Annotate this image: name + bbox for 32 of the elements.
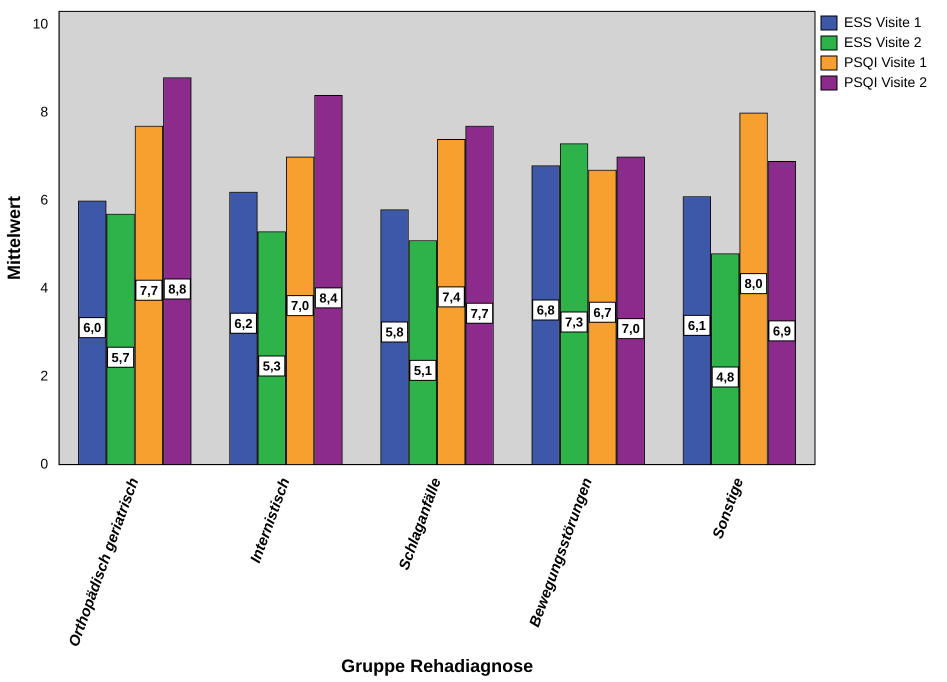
data-label: 8,4 [319, 290, 338, 306]
data-label: 6,0 [83, 320, 102, 336]
data-label: 7,0 [622, 321, 640, 336]
data-label: 6,2 [234, 316, 252, 331]
y-tick-label: 4 [40, 279, 48, 296]
legend-label: ESS Visite 1 [844, 14, 922, 30]
x-axis-title: Gruppe Rehadiagnose [341, 656, 534, 676]
data-label: 5,1 [414, 363, 432, 378]
data-label: 6,8 [536, 302, 555, 318]
data-label: 8,8 [168, 282, 186, 297]
data-label: 5,3 [262, 358, 281, 374]
legend-label: ESS Visite 2 [844, 34, 922, 50]
y-tick-label: 6 [40, 191, 48, 208]
data-label: 6,7 [593, 304, 612, 320]
legend-label: PSQI Visite 1 [844, 54, 928, 70]
data-label: 6,9 [772, 323, 791, 338]
data-label: 8,0 [744, 276, 763, 292]
data-label: 7,7 [140, 282, 158, 298]
y-axis-title: Mittelwert [4, 196, 24, 280]
data-label: 7,3 [565, 314, 584, 330]
data-label: 5,8 [386, 324, 404, 340]
y-tick-label: 0 [40, 455, 48, 472]
data-label: 7,4 [442, 289, 462, 304]
data-label: 7,7 [470, 306, 489, 321]
y-tick-label: 10 [32, 15, 48, 32]
data-label: 4,8 [716, 370, 734, 385]
data-label: 6,1 [688, 318, 706, 333]
data-label: 5,7 [112, 350, 130, 365]
legend-label: PSQI Visite 2 [844, 74, 928, 90]
data-label: 7,0 [291, 298, 310, 314]
y-tick-label: 2 [40, 367, 48, 384]
y-tick-label: 8 [40, 103, 48, 120]
